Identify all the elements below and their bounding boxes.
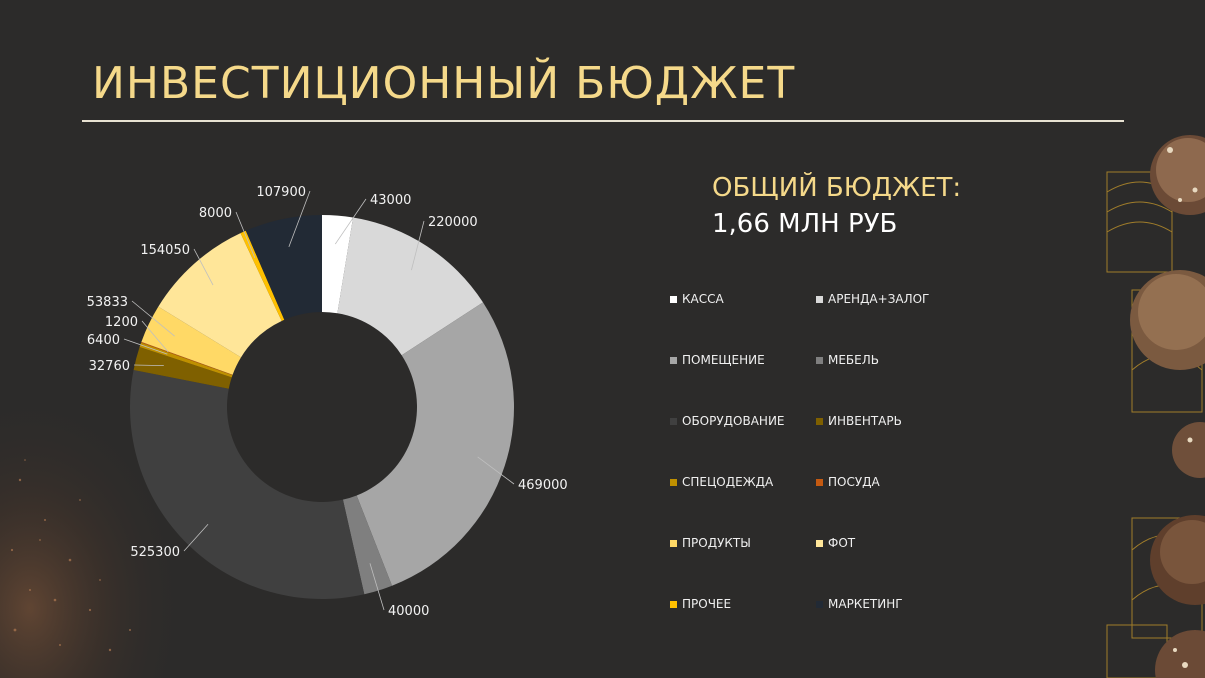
legend-swatch <box>816 539 823 547</box>
legend-swatch <box>816 295 823 303</box>
legend-swatch <box>816 600 823 608</box>
slice-4 <box>342 495 393 595</box>
data-label-1: 43000 <box>370 193 411 208</box>
legend-label: ФОТ <box>828 536 856 550</box>
leader-line-10 <box>193 248 214 286</box>
legend-label: СПЕЦОДЕЖДА <box>682 475 774 489</box>
data-label-5: 525300 <box>130 545 180 560</box>
legend-label: ПОМЕЩЕНИЕ <box>682 353 765 367</box>
title-divider <box>82 120 1124 122</box>
slide-title: ИНВЕСТИЦИОННЫЙ БЮДЖЕТ <box>92 58 796 109</box>
data-label-2: 220000 <box>428 215 478 230</box>
legend-item-1: КАССА <box>670 292 724 306</box>
leader-line-6 <box>133 364 164 367</box>
leader-line-9 <box>131 300 175 337</box>
leader-line-1 <box>334 198 367 245</box>
legend-swatch <box>670 478 677 486</box>
total-budget-value: 1,66 МЛН РУБ <box>712 209 898 239</box>
legend-label: ИНВЕНТАРЬ <box>828 414 902 428</box>
legend-label: ОБОРУДОВАНИЕ <box>682 414 785 428</box>
slice-9 <box>141 306 242 375</box>
leader-line-8 <box>141 320 169 353</box>
data-label-4: 40000 <box>388 604 429 619</box>
legend-swatch <box>670 417 677 425</box>
legend-swatch <box>816 356 823 364</box>
legend-item-2: АРЕНДА+ЗАЛОГ <box>816 292 929 306</box>
legend-item-6: ИНВЕНТАРЬ <box>816 414 902 428</box>
legend-item-8: ПОСУДА <box>816 475 880 489</box>
slice-8 <box>141 341 233 376</box>
legend-label: КАССА <box>682 292 724 306</box>
total-budget-label: ОБЩИЙ БЮДЖЕТ: <box>712 173 962 203</box>
legend-item-12: МАРКЕТИНГ <box>816 597 903 611</box>
leader-line-3 <box>477 456 515 485</box>
legend-swatch <box>670 600 677 608</box>
legend-item-9: ПРОДУКТЫ <box>670 536 751 550</box>
slice-12 <box>245 215 322 320</box>
data-label-9: 53833 <box>87 295 128 310</box>
slice-5 <box>129 370 365 600</box>
leader-line-12 <box>288 190 311 248</box>
legend-swatch <box>816 478 823 486</box>
leader-line-11 <box>235 211 256 259</box>
slice-1 <box>322 215 354 314</box>
slice-10 <box>158 233 282 358</box>
legend-label: МЕБЕЛЬ <box>828 353 880 367</box>
slice-11 <box>240 230 285 321</box>
legend-item-3: ПОМЕЩЕНИЕ <box>670 353 765 367</box>
legend-swatch <box>670 295 677 303</box>
slice-3 <box>356 302 514 586</box>
leader-line-5 <box>183 523 209 552</box>
data-label-8: 1200 <box>105 315 138 330</box>
legend-swatch <box>670 539 677 547</box>
leader-line-7 <box>123 338 168 355</box>
legend-swatch <box>816 417 823 425</box>
legend-item-7: СПЕЦОДЕЖДА <box>670 475 773 489</box>
chart-legend: КАССА АРЕНДА+ЗАЛОГ ПОМЕЩЕНИЕ МЕБЕЛЬ ОБОРУДОВ… <box>670 292 970 622</box>
leader-line-2 <box>411 220 425 271</box>
legend-item-10: ФОТ <box>816 536 855 550</box>
legend-label: АРЕНДА+ЗАЛОГ <box>828 292 930 306</box>
leader-line-4 <box>369 563 385 611</box>
slice-6 <box>133 347 232 389</box>
slice-2 <box>337 217 484 356</box>
data-label-10: 154050 <box>140 243 190 258</box>
legend-item-4: МЕБЕЛЬ <box>816 353 879 367</box>
data-label-12: 107900 <box>256 185 306 200</box>
legend-label: ПРОЧЕЕ <box>682 597 732 611</box>
legend-label: МАРКЕТИНГ <box>828 597 903 611</box>
data-label-3: 469000 <box>518 478 568 493</box>
legend-label: ПОСУДА <box>828 475 880 489</box>
legend-swatch <box>670 356 677 364</box>
decorative-truffles <box>1106 135 1205 678</box>
data-label-7: 6400 <box>87 333 120 348</box>
legend-item-11: ПРОЧЕЕ <box>670 597 731 611</box>
legend-item-5: ОБОРУДОВАНИЕ <box>670 414 785 428</box>
legend-label: ПРОДУКТЫ <box>682 536 751 550</box>
data-label-11: 8000 <box>199 206 232 221</box>
data-label-6: 32760 <box>89 359 130 374</box>
slice-7 <box>139 342 233 378</box>
